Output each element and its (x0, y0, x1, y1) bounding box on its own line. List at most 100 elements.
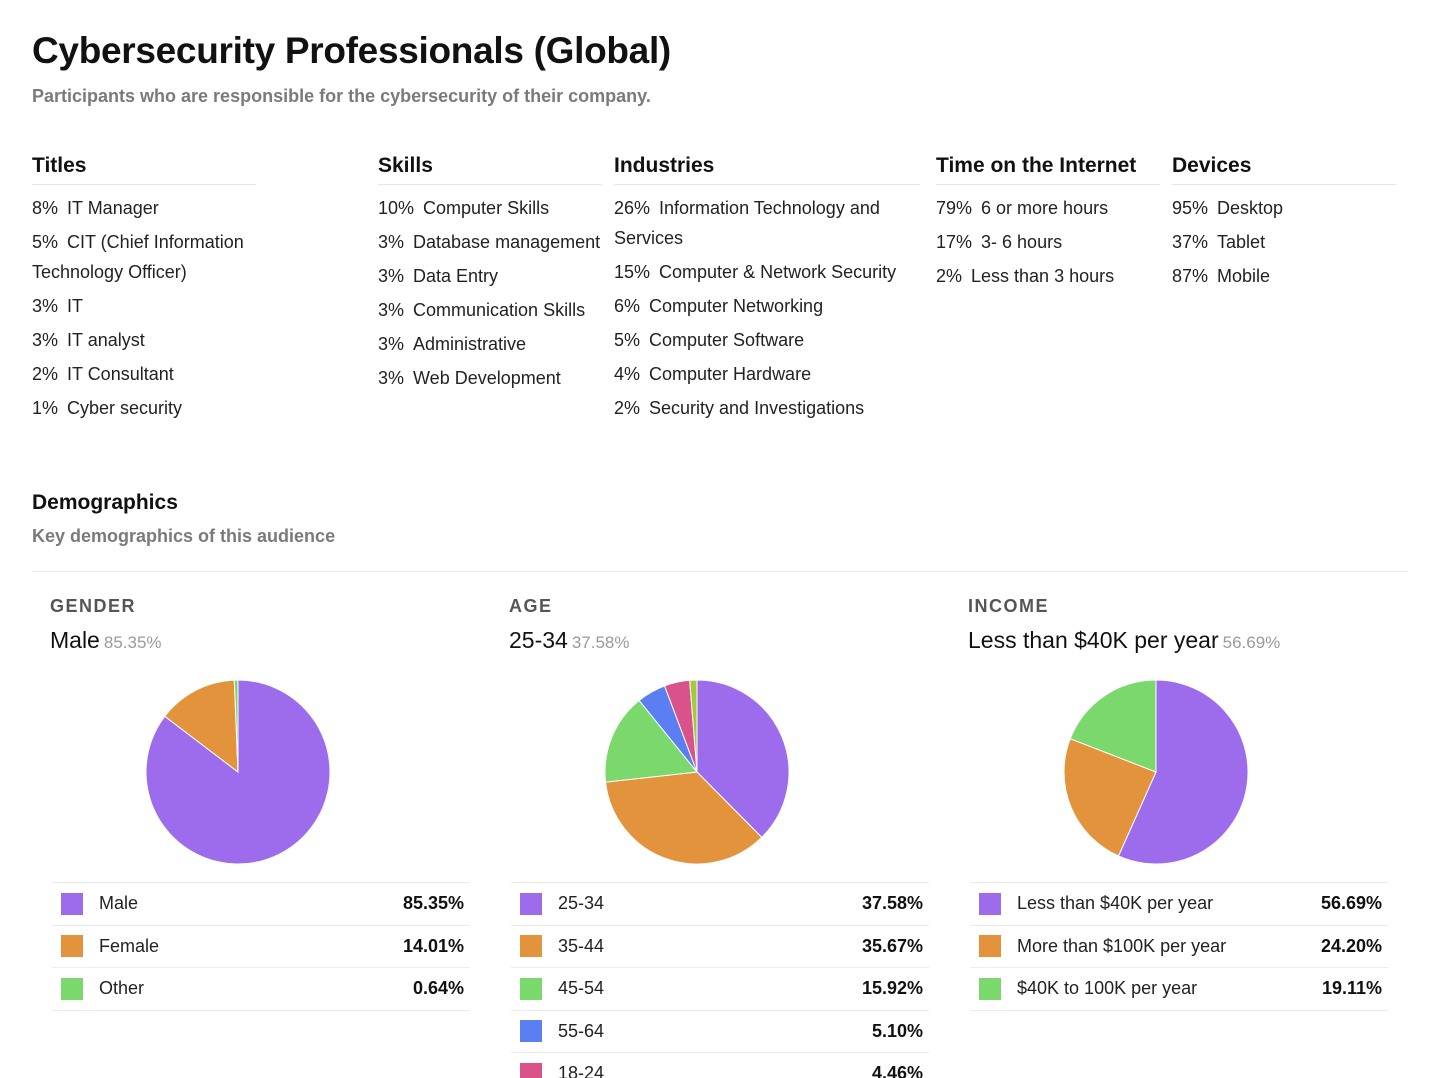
income-legend-label: Less than $40K per year (1017, 893, 1214, 914)
titles-item-pct: 1% (32, 398, 59, 418)
age-legend-item[interactable]: 45-54 15.92% (511, 968, 929, 1011)
industries-item-label: Computer Software (649, 330, 805, 350)
devices-item-label: Desktop (1217, 198, 1284, 218)
income-pie-slice[interactable] (1063, 738, 1157, 857)
age-top-name: 25-34 (509, 627, 568, 653)
time-item: 2% Less than 3 hours (936, 259, 1160, 293)
age-legend-item[interactable]: 55-64 5.10% (511, 1011, 929, 1053)
titles-item-label: Cyber security (67, 398, 183, 418)
industries-item-label: Security and Investigations (649, 398, 865, 418)
titles-column: Titles 8% IT Manager 5% CIT (Chief Informat… (32, 154, 256, 425)
income-legend-label: $40K to 100K per year (1017, 978, 1198, 999)
income-pie-chart (950, 672, 1362, 872)
skills-item: 10% Computer Skills (378, 191, 602, 225)
skills-item-pct: 3% (378, 266, 405, 286)
gender-legend-label: Female (99, 935, 160, 956)
age-legend-label: 18-24 (558, 1063, 605, 1078)
industries-item-pct: 26% (614, 198, 651, 218)
gender-legend-item[interactable]: Male 85.35% (52, 883, 470, 926)
income-legend-value: 56.69% (1320, 893, 1382, 914)
income-pie-slice[interactable] (1069, 679, 1157, 773)
skills-item-label: Web Development (413, 368, 561, 388)
age-legend-label: 55-64 (558, 1020, 605, 1041)
age-legend-item[interactable]: 18-24 4.46% (511, 1053, 929, 1078)
titles-item-pct: 3% (32, 330, 59, 350)
gender-legend-item[interactable]: Female 14.01% (52, 926, 470, 968)
skills-item-label: Communication Skills (413, 300, 586, 320)
titles-item: 1% Cyber security (32, 391, 256, 425)
skills-item-label: Database management (413, 232, 601, 252)
titles-item-label: IT (67, 296, 84, 316)
titles-item: 3% IT analyst (32, 323, 256, 357)
industries-item-pct: 4% (614, 364, 641, 384)
skills-item: 3% Web Development (378, 361, 602, 395)
gender-top-pct: 85.35% (103, 633, 162, 652)
income-pie-slice[interactable] (1117, 679, 1249, 865)
industries-item-label: Information Technology and Services (614, 198, 880, 248)
skills-item-label: Computer Skills (423, 198, 550, 218)
income-legend-item[interactable]: More than $100K per year 24.20% (970, 926, 1388, 968)
devices-item-label: Mobile (1217, 266, 1271, 286)
income-legend-item[interactable]: $40K to 100K per year 19.11% (970, 968, 1388, 1011)
gender-pie-slice[interactable] (164, 679, 239, 774)
gender-legend-swatch (61, 977, 83, 1000)
titles-item-label: CIT (Chief Information Technology Office… (32, 232, 244, 282)
income-legend-value: 24.20% (1320, 935, 1382, 956)
gender-legend-value: 85.35% (402, 893, 464, 914)
age-pie-slice[interactable] (696, 679, 790, 839)
gender-legend-swatch (61, 892, 83, 915)
age-legend-value: 35.67% (861, 935, 923, 956)
age-pie-slice[interactable] (605, 771, 763, 865)
income-label: INCOME (968, 596, 1049, 616)
devices-item-pct: 37% (1172, 232, 1209, 252)
skills-heading: Skills (378, 154, 602, 185)
devices-heading: Devices (1172, 154, 1396, 185)
industries-item: 2% Security and Investigations (614, 391, 920, 425)
titles-item-pct: 2% (32, 364, 59, 384)
titles-item-label: IT analyst (67, 330, 145, 350)
skills-item-pct: 10% (378, 198, 415, 218)
age-legend-item[interactable]: 25-34 37.58% (511, 883, 929, 926)
industries-heading: Industries (614, 154, 920, 185)
age-legend-item[interactable]: 35-44 35.67% (511, 926, 929, 968)
age-panel: AGE 25-34 37.58% 25-34 37.58% 35-44 35.67% 45… (491, 596, 929, 1078)
age-pie-slice[interactable] (689, 679, 698, 773)
gender-legend-swatch (61, 935, 83, 958)
income-legend-item[interactable]: Less than $40K per year 56.69% (970, 883, 1388, 926)
gender-legend-value: 14.01% (402, 935, 464, 956)
age-legend: 25-34 37.58% 35-44 35.67% 45-54 15.92% 55-64 5.… (511, 882, 929, 1078)
time-column: Time on the Internet 79% 6 or more hours 1… (936, 154, 1160, 293)
devices-item-pct: 87% (1172, 266, 1209, 286)
age-pie-chart (491, 672, 903, 872)
titles-item: 8% IT Manager (32, 191, 256, 225)
skills-column: Skills 10% Computer Skills 3% Database mana… (378, 154, 602, 395)
gender-pie-slice[interactable] (233, 679, 239, 773)
age-label: AGE (509, 596, 553, 616)
titles-item: 2% IT Consultant (32, 357, 256, 391)
industries-item-label: Computer Networking (649, 296, 824, 316)
time-item-label: 3- 6 hours (981, 232, 1063, 252)
industries-item-pct: 6% (614, 296, 641, 316)
titles-item: 3% IT (32, 289, 256, 323)
age-legend-swatch (520, 892, 542, 915)
demographics-subtitle: Key demographics of this audience (32, 526, 336, 546)
gender-legend-item[interactable]: Other 0.64% (52, 968, 470, 1011)
gender-top-value: Male 85.35% (50, 627, 444, 654)
devices-item-pct: 95% (1172, 198, 1209, 218)
titles-heading: Titles (32, 154, 256, 185)
age-legend-label: 35-44 (558, 935, 605, 956)
industries-item: 26% Information Technology and Services (614, 191, 920, 255)
income-legend-swatch (979, 977, 1001, 1000)
skills-item-label: Data Entry (413, 266, 499, 286)
industries-item-pct: 5% (614, 330, 641, 350)
age-pie-slice[interactable] (604, 699, 698, 783)
gender-legend-label: Other (99, 978, 145, 999)
page-subtitle: Participants who are responsible for the… (32, 86, 651, 106)
time-item-label: Less than 3 hours (971, 266, 1115, 286)
age-legend-label: 25-34 (558, 893, 605, 914)
gender-legend-label: Male (99, 893, 139, 914)
titles-item-pct: 8% (32, 198, 59, 218)
industries-item: 4% Computer Hardware (614, 357, 920, 391)
industries-item-pct: 2% (614, 398, 641, 418)
age-legend-swatch (520, 977, 542, 1000)
